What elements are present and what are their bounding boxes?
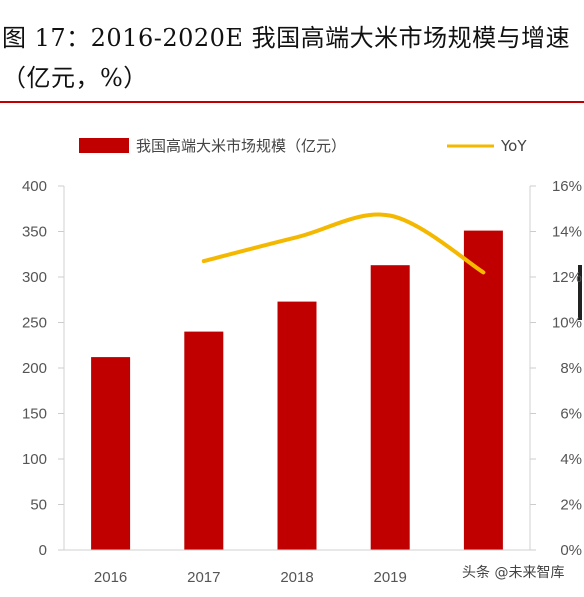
legend-bar-label: 我国高端大米市场规模（亿元） bbox=[136, 137, 346, 155]
line-series-layer bbox=[201, 212, 486, 275]
left-tick-label: 0 bbox=[39, 542, 47, 559]
right-tick-label: 14% bbox=[552, 224, 582, 241]
right-tick-label: 12% bbox=[552, 269, 582, 286]
watermark: 头条 @未来智库 bbox=[462, 565, 565, 581]
bar-2019 bbox=[370, 265, 410, 550]
left-tick-label: 50 bbox=[30, 497, 47, 514]
yoy-line bbox=[201, 212, 486, 275]
bar-2016 bbox=[91, 357, 131, 550]
left-tick-label: 150 bbox=[22, 406, 47, 423]
right-tick-label: 6% bbox=[560, 406, 582, 423]
right-axis-ticks: 0% 2% 4% 6% 8% 10% 12% 14% 16% bbox=[529, 178, 582, 559]
title-divider bbox=[0, 101, 584, 103]
x-tick-label: 2017 bbox=[187, 569, 220, 586]
bar-series bbox=[91, 230, 503, 550]
edge-marker bbox=[578, 265, 582, 320]
legend: 我国高端大米市场规模（亿元） YoY bbox=[79, 137, 527, 155]
x-tick-label: 2019 bbox=[374, 569, 407, 586]
right-tick-label: 8% bbox=[560, 360, 582, 377]
left-tick-label: 250 bbox=[22, 315, 47, 332]
right-tick-label: 4% bbox=[560, 451, 582, 468]
right-tick-label: 10% bbox=[552, 315, 582, 332]
legend-line-label: YoY bbox=[500, 137, 527, 155]
left-tick-label: 200 bbox=[22, 360, 47, 377]
right-tick-label: 16% bbox=[552, 178, 582, 195]
chart-title: 图 17：2016-2020E 我国高端大米市场规模与增速 bbox=[2, 24, 571, 52]
legend-bar-swatch bbox=[79, 138, 129, 153]
left-tick-label: 300 bbox=[22, 269, 47, 286]
x-tick-label: 2016 bbox=[94, 569, 127, 586]
right-tick-label: 0% bbox=[560, 542, 582, 559]
left-tick-label: 350 bbox=[22, 224, 47, 241]
bar-2018 bbox=[277, 301, 317, 550]
left-axis-ticks: 0 50 100 150 200 250 300 350 400 bbox=[22, 178, 65, 559]
left-tick-label: 400 bbox=[22, 178, 47, 195]
chart-unit: （亿元，%） bbox=[2, 64, 148, 92]
left-tick-label: 100 bbox=[22, 451, 47, 468]
bar-2020E bbox=[463, 230, 503, 550]
bar-2017 bbox=[184, 331, 224, 550]
right-tick-label: 2% bbox=[560, 497, 582, 514]
x-tick-label: 2018 bbox=[280, 569, 313, 586]
x-axis-ticks: 2016 2017 2018 2019 bbox=[94, 569, 407, 586]
